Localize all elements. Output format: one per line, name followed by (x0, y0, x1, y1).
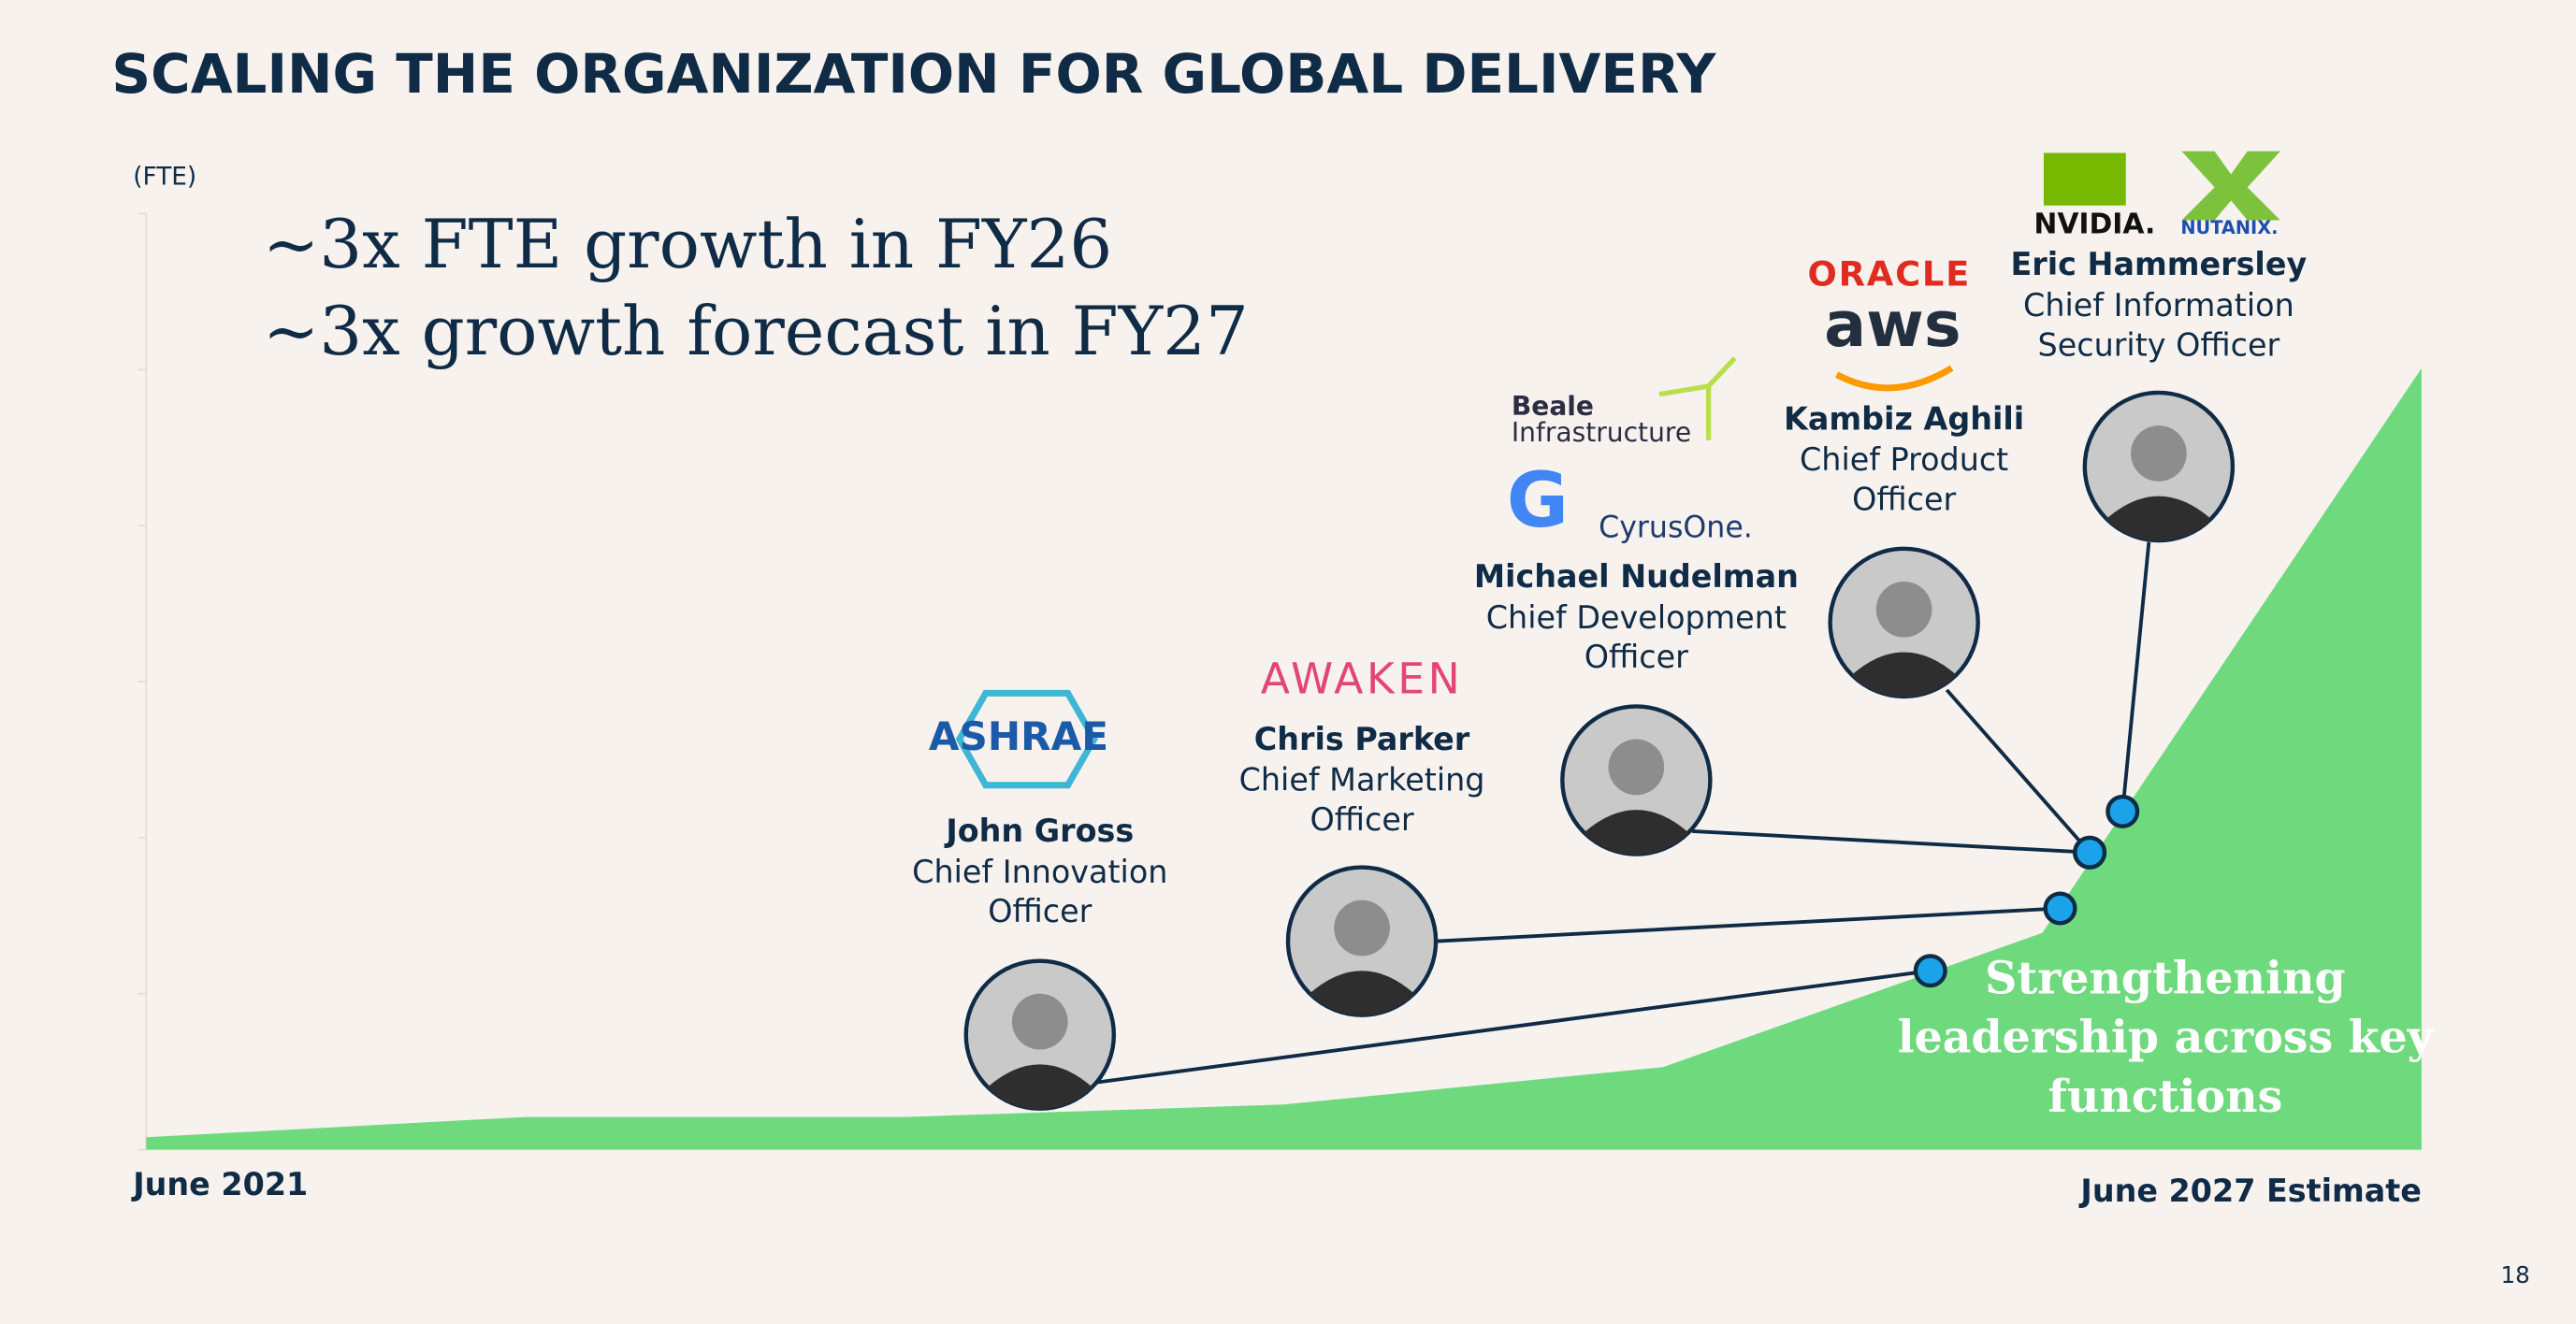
photo-head (1334, 899, 1390, 957)
connector-dot (2106, 794, 2140, 828)
person-name: Chris Parker (1254, 721, 1470, 757)
photo-head (1608, 739, 1665, 796)
logo-mark (2181, 151, 2280, 221)
photo-body (1584, 810, 1689, 856)
callout-line: functions (2048, 1071, 2282, 1123)
headline: ~3x FTE growth in FY26 (263, 205, 1112, 283)
company-logo: NVIDIA. (2033, 208, 2155, 240)
x-tick-label: June 2021 (131, 1166, 308, 1202)
person-name: Michael Nudelman (1474, 558, 1799, 595)
company-logo: ORACLE (1808, 254, 1972, 295)
company-logo: aws (1824, 288, 1961, 361)
person-title: Officer (988, 893, 1092, 929)
company-logo: NUTANIX. (2180, 217, 2278, 238)
company-logo: AWAKEN (1261, 655, 1464, 704)
headline: ~3x growth forecast in FY27 (263, 292, 1249, 370)
photo-body (1309, 971, 1415, 1016)
connector (2120, 541, 2151, 813)
photo-body (987, 1064, 1093, 1110)
connector (1945, 688, 2091, 855)
connector (1691, 828, 2091, 855)
person-title: Chief Marketing (1239, 762, 1485, 799)
connector-dot (2073, 835, 2107, 870)
person-title: Security Officer (2038, 326, 2280, 363)
person-title: Chief Innovation (912, 854, 1167, 890)
callout-line: leadership across key (1898, 1012, 2435, 1064)
company-logo: Beale (1512, 391, 1594, 422)
photo-head (2131, 425, 2187, 482)
person-name: Kambiz Aghili (1784, 400, 2024, 437)
person-title: Chief Information (2023, 287, 2294, 324)
person-title: Chief Product (1800, 441, 2008, 478)
x-tick-label: June 2027 Estimate (2078, 1173, 2421, 1209)
logo-mark (1658, 356, 1737, 440)
person-title: Officer (1310, 801, 1413, 838)
person-title: Officer (1852, 481, 1956, 517)
photo-body (2106, 496, 2212, 541)
company-logo: G (1507, 457, 1569, 545)
person-title: Chief Development (1486, 599, 1787, 636)
photo-head (1875, 581, 1932, 638)
connector (1437, 906, 2061, 943)
y-axis-label: (FTE) (133, 163, 196, 191)
page-number: 18 (2501, 1261, 2530, 1288)
person-name: Eric Hammersley (2010, 246, 2307, 282)
connector (1083, 969, 1932, 1087)
connectors (1083, 541, 2151, 1087)
connector-dot (2043, 891, 2077, 926)
person-title: Officer (1585, 639, 1688, 675)
company-logo: CyrusOne. (1599, 511, 1753, 545)
person-name: John Gross (944, 813, 1134, 849)
connector-dot (1913, 954, 1947, 988)
slide-title: SCALING THE ORGANIZATION FOR GLOBAL DELI… (111, 42, 1716, 106)
company-logo: Infrastructure (1512, 417, 1691, 448)
logo-mark (2043, 152, 2126, 206)
company-logo: ASHRAE (929, 713, 1108, 759)
logo-shape (955, 689, 1098, 789)
photo-body (1851, 652, 1957, 698)
logo-mark (1834, 365, 1954, 392)
fte-area (146, 367, 2422, 1150)
photo-head (1011, 993, 1068, 1050)
callout-line: Strengthening (1985, 952, 2346, 1004)
